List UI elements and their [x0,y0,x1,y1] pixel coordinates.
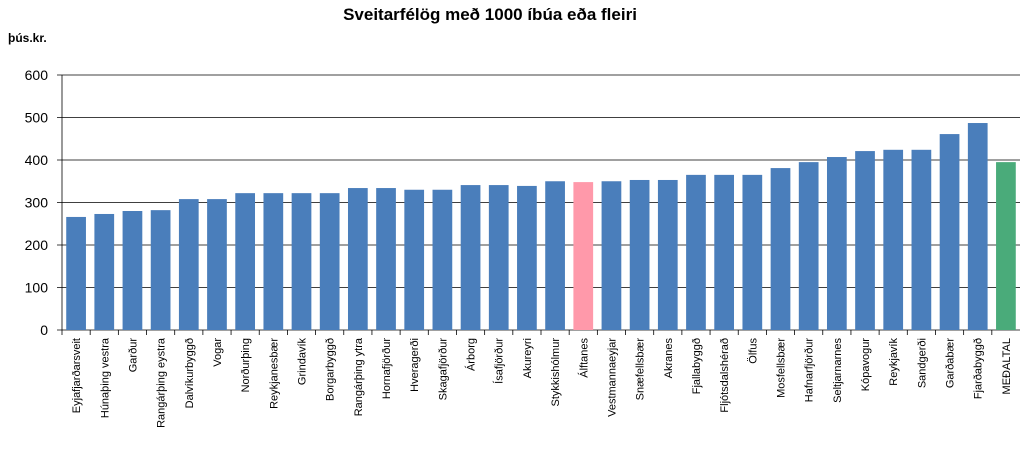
bar [122,211,143,330]
bar [883,149,904,330]
x-tick-label: Reykjanesbær [268,338,280,409]
bar [263,193,284,330]
bar [319,193,340,330]
x-tick-label: Rangárþing ytra [353,337,365,416]
x-tick-label: Rangárþing eystra [156,337,168,428]
y-tick-label: 600 [25,67,49,83]
bar [207,199,227,330]
x-tick-label: Eyjafjarðarsveit [71,338,83,413]
x-tick-label: Hafnarfjörður [804,338,816,403]
x-tick-label: Garðabær [945,338,957,388]
x-tick-label: Álftanes [577,338,590,378]
x-tick-label: Vestmannaeyjar [606,338,618,417]
x-tick-label: Norðurþing [240,338,252,392]
x-tick-label: Seltjarnarnes [832,338,844,403]
bar [517,185,537,330]
bar [714,174,735,330]
bar [432,189,453,330]
x-tick-label: Ölfus [747,338,759,364]
x-tick-label: Borgarbyggð [325,338,337,401]
x-tick-label: Árborg [465,338,478,371]
bar [798,162,819,330]
x-tick-label: Kópavogur [860,338,872,392]
bar [66,216,86,330]
x-tick-label: Akureyri [522,338,534,378]
bar [657,179,678,330]
bar [545,181,565,330]
bar [460,185,481,330]
y-tick-label: 0 [40,322,48,338]
bar [488,185,509,330]
bar [967,123,988,331]
bar [629,179,650,330]
x-tick-label: Snæfellsbær [635,338,647,401]
y-tick-label: 500 [25,110,49,126]
bar [855,151,875,330]
x-tick-label: MEÐALTAL [1001,338,1013,394]
bar [94,213,115,330]
bar [742,174,763,330]
bar [826,157,847,330]
chart-title: Sveitarfélög með 1000 íbúa eða fleiri [343,5,637,24]
bar [150,210,171,330]
bar [911,149,932,330]
x-tick-label: Grindavík [297,338,309,386]
y-tick-label: 300 [25,195,49,211]
bar [347,188,368,330]
y-tick-label: 200 [25,237,49,253]
x-tick-label: Ísafjörður [493,338,506,384]
y-axis-label: þús.kr. [8,31,47,45]
x-tick-label: Húnaþing vestra [99,337,111,418]
x-tick-label: Fjallabyggð [691,338,703,394]
x-tick-label: Hornafjörður [381,338,393,399]
bar [770,168,791,330]
x-tick-label: Reykjavík [888,338,900,386]
x-tick-label: Vogar [212,338,224,367]
x-tick-label: Skagafjörður [437,338,449,401]
x-tick-label: Stykkishólmur [550,338,562,407]
x-tick-label: Fljótsdalshérað [719,338,731,413]
bar [573,182,594,330]
x-tick-label: Dalvíkurbyggð [184,338,196,408]
bar [686,174,706,330]
bar [235,193,256,330]
bar [601,181,622,330]
bar [291,193,312,330]
x-tick-label: Garður [127,338,139,373]
y-tick-label: 100 [25,280,49,296]
x-tick-label: Akranes [663,338,675,379]
x-tick-label: Sandgerði [916,338,928,388]
bar [178,199,199,330]
bar [376,188,396,330]
x-tick-label: Fjarðabyggð [973,338,985,399]
bar [404,189,425,330]
y-tick-label: 400 [25,152,49,168]
x-tick-label: Hveragerði [409,338,421,392]
x-tick-label: Mosfellsbær [776,338,788,398]
bar [939,134,960,330]
bar [996,162,1016,330]
